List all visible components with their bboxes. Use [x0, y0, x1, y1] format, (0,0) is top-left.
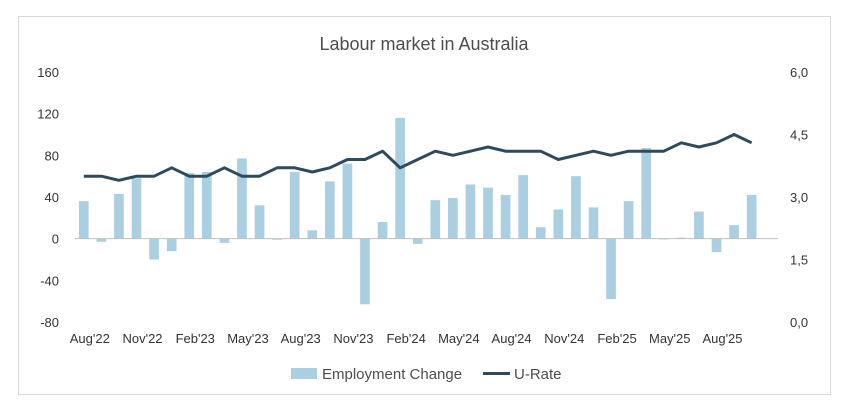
left-tick-label: 80 — [45, 148, 59, 163]
x-tick-label: Nov'22 — [122, 331, 162, 346]
employment-change-bar — [518, 175, 528, 239]
employment-change-bar — [237, 158, 247, 239]
employment-change-bar — [254, 205, 265, 239]
employment-change-bar — [571, 176, 581, 239]
employment-change-bar — [430, 200, 441, 239]
employment-change-bar — [360, 238, 370, 305]
x-tick-label: Nov'23 — [333, 331, 373, 346]
left-tick-label: 0 — [52, 232, 59, 247]
employment-change-bar — [448, 198, 458, 239]
employment-change-bar — [377, 222, 388, 239]
employment-change-bar — [588, 207, 599, 239]
legend-label-u-rate: U-Rate — [514, 366, 562, 383]
employment-change-bar — [535, 227, 546, 239]
x-tick-label: May'24 — [438, 331, 480, 346]
employment-change-bar — [166, 238, 177, 252]
employment-change-bars — [78, 117, 757, 305]
employment-change-bar — [114, 193, 124, 239]
right-tick-label: 6,0 — [790, 65, 808, 80]
employment-change-bar — [325, 181, 335, 239]
right-tick-label: 0,0 — [790, 315, 808, 330]
x-tick-label: Aug'24 — [492, 331, 532, 346]
employment-change-bar — [641, 148, 652, 239]
x-tick-label: Aug'22 — [70, 331, 110, 346]
x-tick-label: Feb'25 — [597, 331, 636, 346]
employment-change-bar — [500, 194, 511, 239]
employment-change-bar — [483, 187, 493, 239]
employment-change-bar — [694, 211, 704, 239]
employment-change-bar — [184, 173, 195, 239]
x-tick-label: May'25 — [649, 331, 691, 346]
left-tick-label: 160 — [37, 65, 59, 80]
employment-change-bar — [272, 238, 282, 240]
right-tick-label: 1,5 — [790, 253, 808, 268]
employment-change-bar — [711, 238, 722, 253]
x-tick-label: May'23 — [227, 331, 269, 346]
u-rate-line — [83, 133, 753, 182]
employment-change-bar — [553, 209, 564, 239]
right-axis-ticks: 0,0 1,5 3,0 4,5 6,0 — [790, 65, 808, 330]
left-tick-label: 40 — [45, 190, 59, 205]
employment-change-bar — [606, 238, 616, 300]
employment-change-bar — [96, 238, 107, 242]
left-axis-ticks: -80 -40 0 40 80 120 160 — [37, 65, 59, 330]
employment-change-bar — [289, 172, 300, 239]
left-tick-label: 120 — [37, 107, 59, 122]
left-tick-label: -40 — [40, 273, 59, 288]
employment-change-bar — [131, 178, 142, 239]
employment-change-bar — [307, 230, 318, 239]
legend-label-employment-change: Employment Change — [322, 366, 462, 383]
employment-change-bar — [149, 238, 159, 260]
x-tick-label: Feb'23 — [176, 331, 215, 346]
left-tick-label: -80 — [40, 315, 59, 330]
legend: Employment Change U-Rate — [291, 366, 562, 383]
legend-swatch-employment-change — [291, 368, 317, 379]
employment-change-bar — [412, 238, 423, 244]
right-tick-label: 4,5 — [790, 128, 808, 143]
right-tick-label: 3,0 — [790, 190, 808, 205]
x-tick-label: Aug'23 — [281, 331, 321, 346]
employment-change-bar — [623, 201, 634, 239]
employment-change-bar — [342, 163, 353, 239]
employment-change-bar — [729, 225, 739, 239]
x-tick-label: Nov'24 — [544, 331, 584, 346]
chart-title: Labour market in Australia — [319, 34, 529, 54]
employment-change-bar — [676, 237, 687, 239]
x-tick-label: Aug'25 — [702, 331, 742, 346]
chart-frame — [18, 16, 831, 395]
employment-change-bar — [219, 238, 230, 243]
employment-change-bar — [78, 201, 89, 239]
employment-change-bar — [395, 117, 405, 239]
employment-change-bar — [746, 194, 757, 239]
employment-change-bar — [465, 184, 476, 239]
x-axis-ticks: Aug'22 Nov'22 Feb'23 May'23 Aug'23 Nov'23 Feb'… — [70, 331, 743, 346]
employment-change-bar — [201, 172, 212, 239]
x-tick-label: Feb'24 — [386, 331, 425, 346]
